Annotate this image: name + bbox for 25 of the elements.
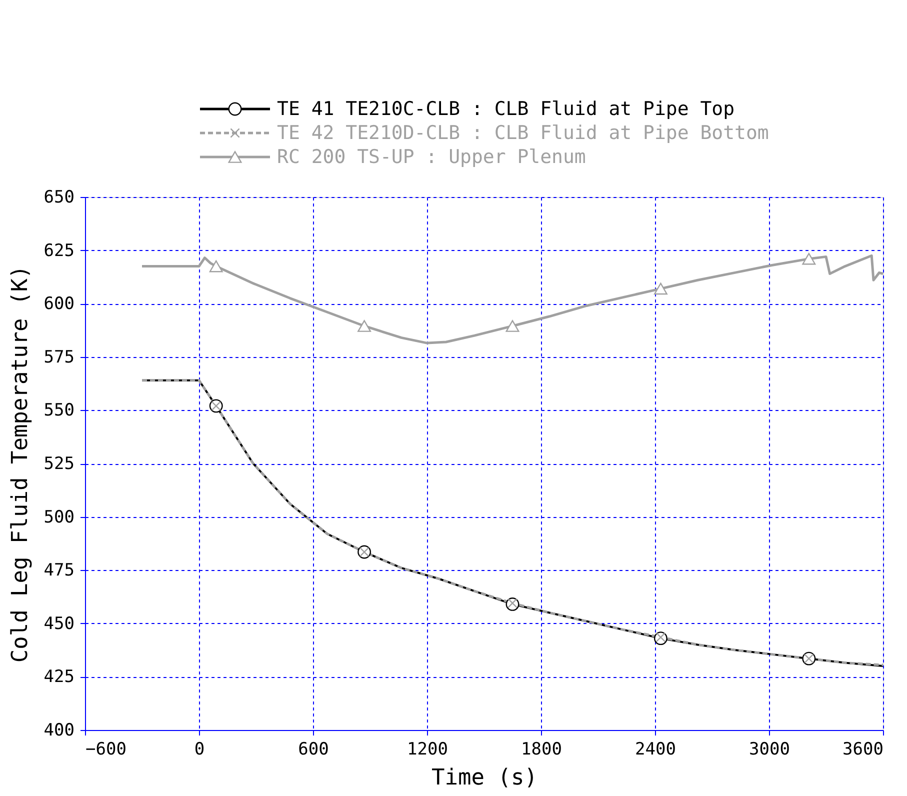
y-tick-label: 600 <box>44 294 74 314</box>
line-series <box>140 254 884 344</box>
legend-label: TE 42 TE210D-CLB : CLB Fluid at Pipe Bottom <box>277 122 769 144</box>
y-tick-label: 650 <box>44 188 74 208</box>
x-axis-title: Time (s) <box>432 766 538 790</box>
y-tick-label: 525 <box>44 454 74 474</box>
x-tick-label: 600 <box>298 740 329 760</box>
y-tick-label: 550 <box>44 400 74 421</box>
y-axis-title: Cold Leg Fluid Temperature (K) <box>8 265 33 663</box>
y-tick-label: 575 <box>44 347 74 368</box>
y-tick-label: 400 <box>44 720 74 740</box>
x-tick-label: 3600 <box>842 740 884 760</box>
x-tick-label: −600 <box>86 740 126 760</box>
legend-label: RC 200 TS-UP : Upper Plenum <box>277 146 586 168</box>
x-tick-label: 1800 <box>521 740 562 760</box>
y-tick-label: 450 <box>44 614 74 634</box>
x-tick-label: 3000 <box>749 740 790 760</box>
y-tick-label: 475 <box>44 560 74 581</box>
x-tick-label: 1200 <box>407 740 448 760</box>
y-tick-label: 500 <box>44 507 74 528</box>
legend-label: TE 41 TE210C-CLB : CLB Fluid at Pipe Top <box>277 98 735 120</box>
x-tick-label: 2400 <box>635 740 676 760</box>
y-tick-label: 425 <box>44 667 74 688</box>
x-tick-label: 0 <box>194 740 205 760</box>
y-tick-label: 625 <box>44 240 74 261</box>
